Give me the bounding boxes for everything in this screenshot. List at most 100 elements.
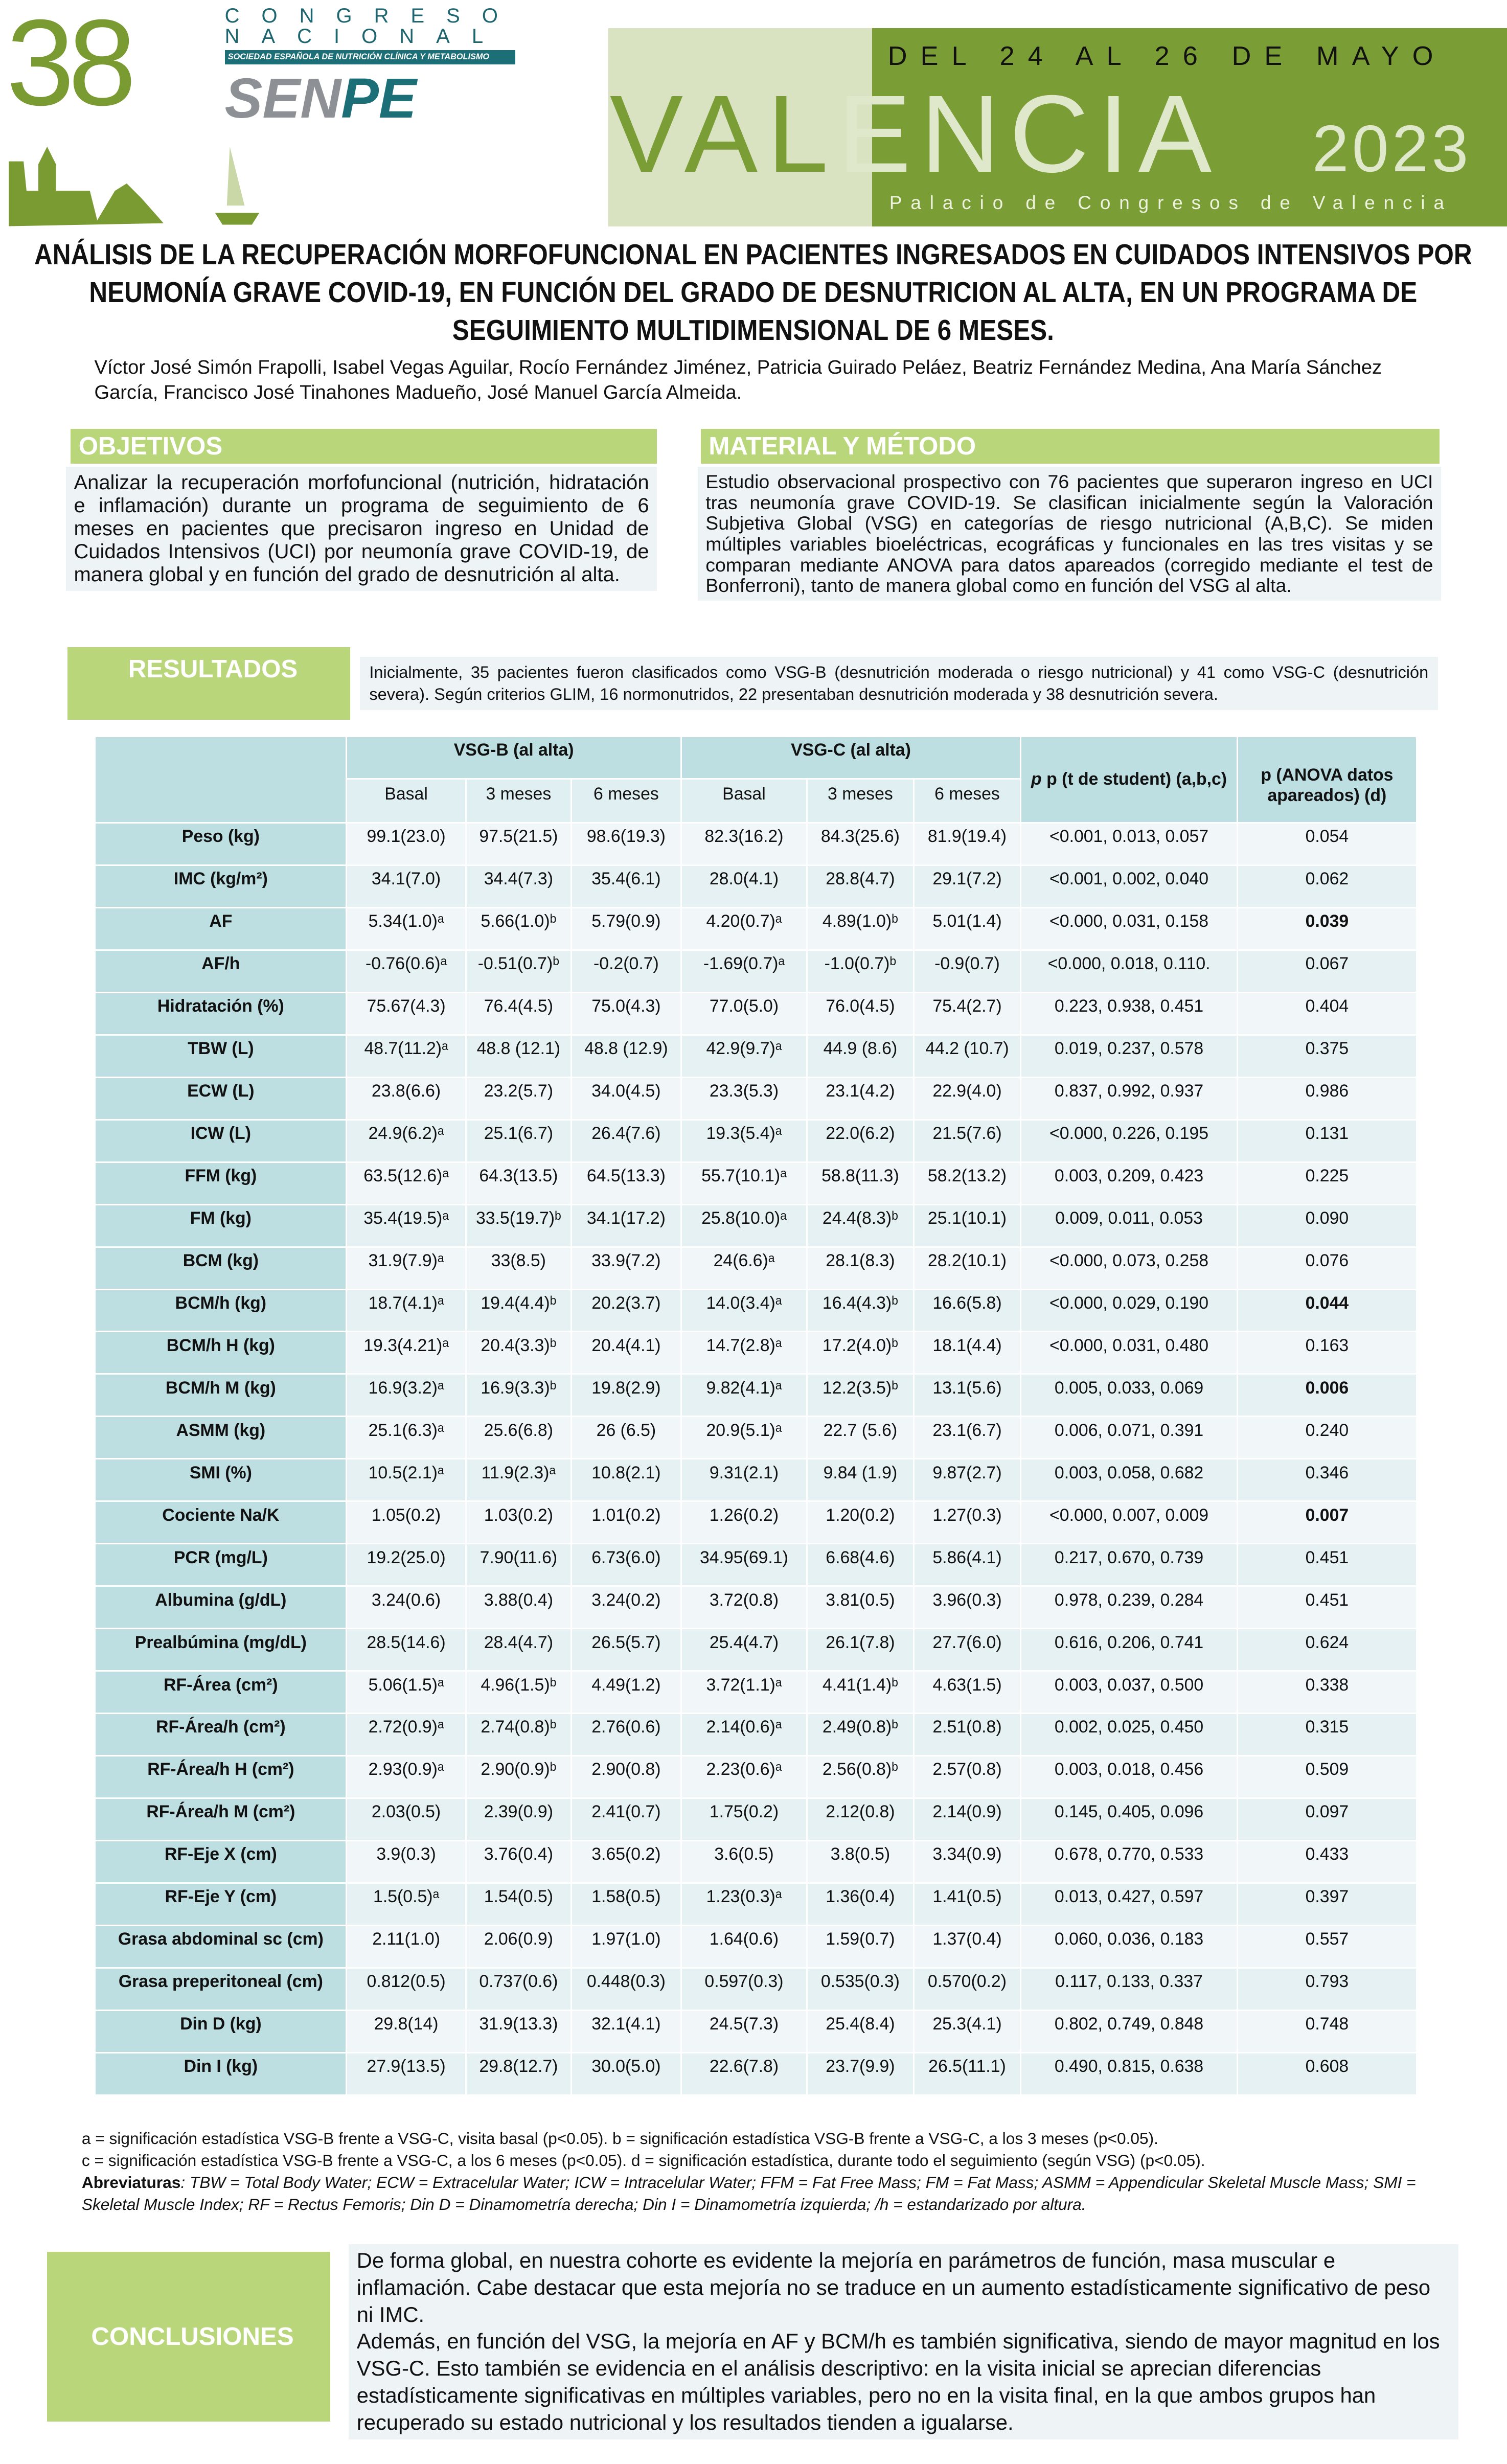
value-cell: 25.1(10.1) xyxy=(912,1203,1021,1248)
row-label: Din D (kg) xyxy=(94,2010,348,2054)
value-cell: 2.14(0.9) xyxy=(912,1797,1021,1842)
p-student-cell: 0.145, 0.405, 0.096 xyxy=(1019,1797,1239,1842)
p-anova-cell: 0.748 xyxy=(1237,2010,1418,2054)
value-cell: 9.87(2.7) xyxy=(912,1458,1021,1502)
objetivos-heading: OBJETIVOS xyxy=(71,429,657,464)
row-label: ICW (L) xyxy=(94,1119,348,1163)
nacional-text: NACIONAL xyxy=(224,25,506,48)
p-student-cell: <0.000, 0.073, 0.258 xyxy=(1019,1246,1239,1290)
row-label: Grasa abdominal sc (cm) xyxy=(94,1925,348,1969)
value-cell: 25.6(6.8) xyxy=(465,1416,572,1460)
value-cell: 29.8(14) xyxy=(346,2010,467,2054)
value-cell: 0.812(0.5) xyxy=(346,1967,467,2012)
row-label: Hidratación (%) xyxy=(94,991,348,1036)
table-row: Din D (kg) 29.8(14) 31.9(13.3) 32.1(4.1) 24.… xyxy=(94,2010,1418,2054)
value-cell: 44.2 (10.7) xyxy=(912,1034,1021,1078)
p-student-cell: 0.490, 0.815, 0.638 xyxy=(1019,2052,1239,2096)
value-cell: 1.75(0.2) xyxy=(680,1797,808,1842)
value-cell: 3.24(0.2) xyxy=(570,1585,682,1630)
row-label: RF-Área/h H (cm²) xyxy=(94,1755,348,1799)
row-label: Din I (kg) xyxy=(94,2052,348,2096)
p-student-cell: <0.000, 0.031, 0.158 xyxy=(1019,906,1239,951)
p-anova-cell: 0.451 xyxy=(1237,1543,1418,1587)
value-cell: 2.41(0.7) xyxy=(570,1797,682,1842)
table-row: TBW (L) 48.7(11.2)ᵃ 48.8 (12.1) 48.8 (12.9)… xyxy=(94,1034,1418,1078)
abbr-text: : TBW = Total Body Water; ECW = Extracel… xyxy=(81,2173,1416,2214)
value-cell: 23.1(4.2) xyxy=(806,1076,915,1121)
table-row: RF-Área/h H (cm²) 2.93(0.9)ᵃ 2.90(0.9)ᵇ 2.9… xyxy=(94,1755,1418,1799)
value-cell: 3.76(0.4) xyxy=(465,1840,572,1884)
value-cell: 2.03(0.5) xyxy=(346,1797,467,1842)
value-cell: 25.1(6.7) xyxy=(465,1119,572,1163)
table-row: RF-Área/h (cm²) 2.72(0.9)ᵃ 2.74(0.8)ᵇ 2.76(… xyxy=(94,1713,1418,1757)
value-cell: 97.5(21.5) xyxy=(465,822,572,866)
value-cell: 23.7(9.9) xyxy=(806,2052,915,2096)
p-anova-cell: 0.557 xyxy=(1237,1925,1418,1969)
value-cell: 25.4(8.4) xyxy=(806,2010,915,2054)
p-anova-cell: 0.608 xyxy=(1237,2052,1418,2096)
p-anova-cell: 0.624 xyxy=(1237,1628,1418,1672)
conclusiones-text: De forma global, en nuestra cohorte es e… xyxy=(349,2244,1458,2440)
p-student-cell: <0.000, 0.226, 0.195 xyxy=(1019,1119,1239,1163)
table-row: SMI (%) 10.5(2.1)ᵃ 11.9(2.3)ᵃ 10.8(2.1) 9.31… xyxy=(94,1458,1418,1502)
row-label: Cociente Na/K xyxy=(94,1500,348,1545)
value-cell: 26.5(5.7) xyxy=(570,1628,682,1672)
p-student-cell: 0.005, 0.033, 0.069 xyxy=(1019,1373,1239,1418)
p-student-cell: 0.678, 0.770, 0.533 xyxy=(1019,1840,1239,1884)
table-row: RF-Eje X (cm) 3.9(0.3) 3.76(0.4) 3.65(0.2) 3… xyxy=(94,1840,1418,1884)
p-student-cell: 0.006, 0.071, 0.391 xyxy=(1019,1416,1239,1460)
society-name: SOCIEDAD ESPAÑOLA DE NUTRICIÓN CLÍNICA Y… xyxy=(224,50,516,64)
value-cell: 2.14(0.6)ᵃ xyxy=(680,1713,808,1757)
row-label: RF-Área (cm²) xyxy=(94,1670,348,1715)
banner-light xyxy=(608,28,873,226)
congress-number: 38 xyxy=(6,0,136,131)
value-cell: 6.68(4.6) xyxy=(806,1543,915,1587)
value-cell: 22.6(7.8) xyxy=(680,2052,808,2096)
p-anova-cell: 0.346 xyxy=(1237,1458,1418,1502)
row-label: FM (kg) xyxy=(94,1203,348,1248)
p-student-cell: <0.000, 0.018, 0.110. xyxy=(1019,949,1239,993)
value-cell: 24.4(8.3)ᵇ xyxy=(806,1203,915,1248)
value-cell: 18.1(4.4) xyxy=(912,1331,1021,1375)
p-anova-cell: 0.375 xyxy=(1237,1034,1418,1078)
authors: Víctor José Simón Frapolli, Isabel Vegas… xyxy=(94,356,1382,403)
value-cell: 22.0(6.2) xyxy=(806,1119,915,1163)
value-cell: 2.72(0.9)ᵃ xyxy=(346,1713,467,1757)
table-row: RF-Eje Y (cm) 1.5(0.5)ᵃ 1.54(0.5) 1.58(0.5)… xyxy=(94,1882,1418,1927)
value-cell: -1.69(0.7)ᵃ xyxy=(680,949,808,993)
p-student-cell: 0.013, 0.427, 0.597 xyxy=(1019,1882,1239,1927)
value-cell: 16.4(4.3)ᵇ xyxy=(806,1288,915,1333)
row-label: PCR (mg/L) xyxy=(94,1543,348,1587)
poster-title: ANÁLISIS DE LA RECUPERACIÓN MORFOFUNCION… xyxy=(34,238,1473,346)
value-cell: 13.1(5.6) xyxy=(912,1373,1021,1418)
senpe-logo: SENPE xyxy=(225,69,417,129)
p-student-cell: 0.009, 0.011, 0.053 xyxy=(1019,1203,1239,1248)
value-cell: 48.8 (12.9) xyxy=(570,1034,682,1078)
value-cell: 21.5(7.6) xyxy=(912,1119,1021,1163)
value-cell: 3.96(0.3) xyxy=(912,1585,1021,1630)
results-table: VSG-B (al alta) VSG-C (al alta) p p (t d… xyxy=(94,735,1418,2096)
value-cell: 19.4(4.4)ᵇ xyxy=(465,1288,572,1333)
value-cell: 4.89(1.0)ᵇ xyxy=(806,906,915,951)
row-label: ECW (L) xyxy=(94,1076,348,1121)
value-cell: 2.49(0.8)ᵇ xyxy=(806,1713,915,1757)
row-label: FFM (kg) xyxy=(94,1161,348,1205)
table-row: Grasa preperitoneal (cm) 0.812(0.5) 0.737(… xyxy=(94,1967,1418,2012)
row-label: TBW (L) xyxy=(94,1034,348,1078)
value-cell: 42.9(9.7)ᵃ xyxy=(680,1034,808,1078)
event-dates: DEL 24 AL 26 DE MAYO xyxy=(887,41,1447,71)
value-cell: 1.59(0.7) xyxy=(806,1925,915,1969)
value-cell: 5.06(1.5)ᵃ xyxy=(346,1670,467,1715)
p-student-cell: 0.019, 0.237, 0.578 xyxy=(1019,1034,1239,1078)
value-cell: 30.0(5.0) xyxy=(570,2052,682,2096)
resultados-heading: RESULTADOS xyxy=(67,647,351,720)
value-cell: 17.2(4.0)ᵇ xyxy=(806,1331,915,1375)
abbr-label: Abreviaturas xyxy=(81,2173,181,2192)
subheader-3: Basal xyxy=(680,778,808,824)
objetivos-text: Analizar la recuperación morfofuncional … xyxy=(66,466,657,591)
value-cell: 32.1(4.1) xyxy=(570,2010,682,2054)
value-cell: 82.3(16.2) xyxy=(680,822,808,866)
value-cell: 1.27(0.3) xyxy=(912,1500,1021,1545)
row-label: AF xyxy=(94,906,348,951)
